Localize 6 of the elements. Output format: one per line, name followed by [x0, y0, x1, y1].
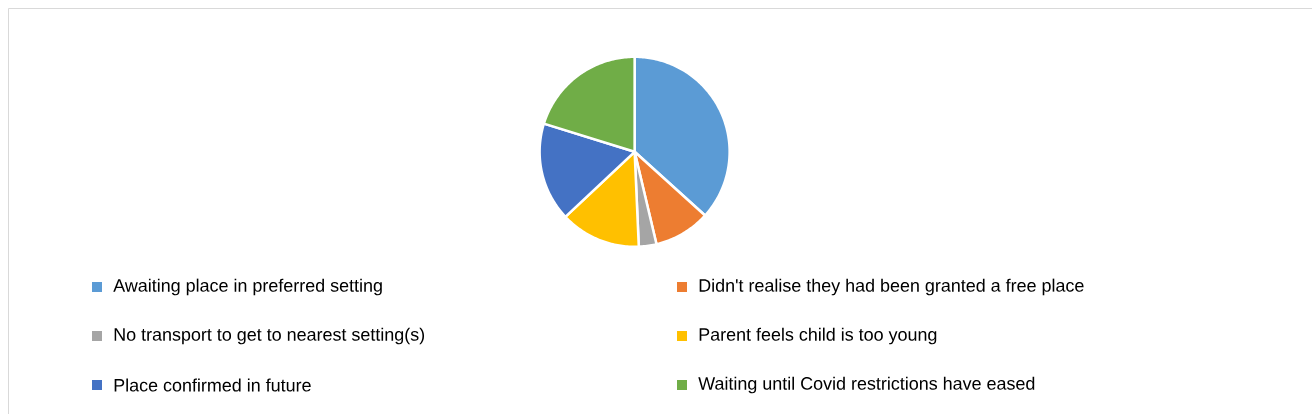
legend-label: Didn't realise they had been granted a free place	[699, 278, 1084, 296]
legend-label: Parent feels child is too young	[699, 327, 937, 345]
legend-label: No transport to get to nearest setting(s)	[114, 327, 425, 345]
legend-label: Awaiting place in preferred setting	[113, 278, 382, 296]
legend-label: Waiting until Covid restrictions have eased	[698, 376, 1035, 394]
legend-label: Place confirmed in future	[114, 378, 311, 392]
